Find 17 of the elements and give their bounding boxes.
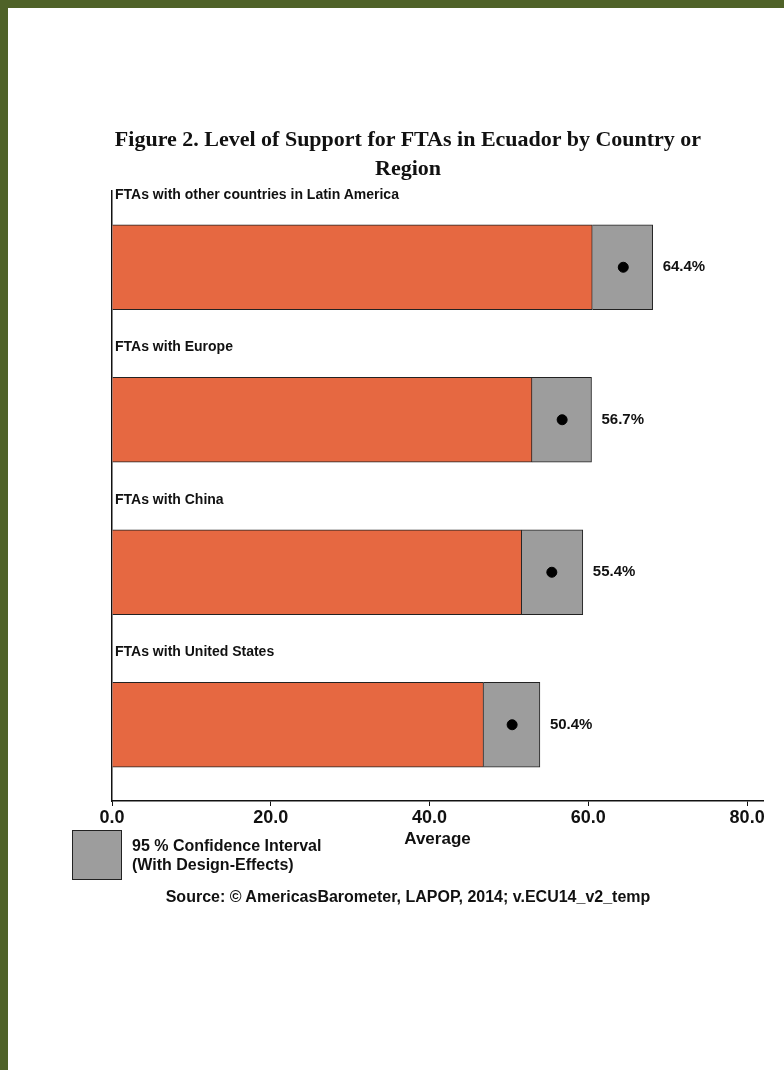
- text: 95 % Confidence Interval (With Design-Effects): [132, 836, 323, 874]
- x-tick-label: 60.0: [570, 806, 606, 827]
- y-tick-label: FTAs with United States: [115, 643, 275, 660]
- x-tick-label: 20.0: [253, 806, 289, 827]
- data-label: 50.4%: [549, 714, 593, 732]
- x-tick-label: 40.0: [412, 806, 448, 827]
- data-label: 64.4%: [662, 257, 706, 275]
- source-note: Source: © AmericasBarometer, LAPOP, 2014; v.ECU14_v2_temp: [164, 888, 652, 906]
- y-tick-label: FTAs with China: [115, 490, 224, 507]
- y-tick-label: FTAs with other countries in Latin America: [115, 185, 400, 202]
- data-label: 56.7%: [601, 409, 645, 427]
- x-axis-title: Average: [404, 829, 471, 849]
- chart-title: Figure 2. Level of Support for FTAs in Ecuador by Country or Region: [113, 125, 703, 182]
- x-tick-label: 0.0: [99, 806, 125, 827]
- y-tick-label: FTAs with Europe: [115, 338, 234, 355]
- x-tick-label: 80.0: [729, 806, 765, 827]
- data-label: 55.4%: [592, 562, 636, 580]
